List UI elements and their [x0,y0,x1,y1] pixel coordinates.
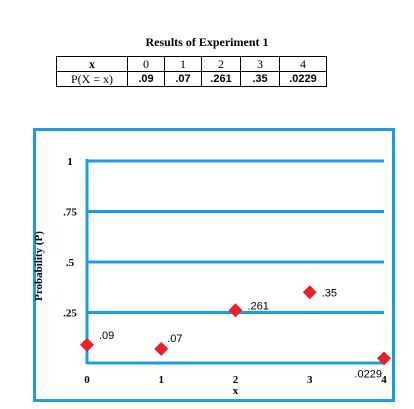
y-tick-label: .5 [66,257,75,269]
x-tick-label: 1 [159,374,165,386]
probability-row: P(X = x) .09 .07 .261 .35 .0229 [56,71,327,87]
data-point [228,303,243,318]
results-table: x 0 1 2 3 4 P(X = x) .09 .07 .261 .35 .0… [56,56,327,87]
data-point [154,341,169,356]
p-cell: .09 [127,71,165,87]
data-label: .09 [99,330,114,342]
p-cell: .0229 [279,71,327,87]
x-tick-label: 4 [381,374,387,386]
data-label: .35 [322,287,337,299]
y-axis-label: Probability (P) [33,231,45,301]
data-label: .07 [167,333,182,345]
y-tick-label: .25 [63,308,77,320]
data-labels: .09 .07 .261 .35 .0229 [99,287,382,380]
p-cell: .07 [164,71,202,87]
y-tick-label: 1 [67,156,73,168]
p-header: P(X = x) [56,71,128,87]
y-tick-label: .75 [63,207,77,219]
x-tick-label: 0 [84,374,90,386]
tick-labels: .25 .5 .75 1 0 1 2 3 4 [63,156,387,386]
data-point [377,351,391,366]
p-cell: .261 [201,71,241,87]
x-tick-label: 2 [233,374,239,386]
data-point [80,337,94,352]
table-title: Results of Experiment 1 [145,35,269,49]
axes [85,159,384,365]
x-tick-label: 3 [307,374,313,386]
grid-lines [87,159,384,314]
data-label: .0229 [354,368,382,380]
x-axis-label: x [233,385,239,397]
chart-frame [33,128,395,402]
data-points [80,285,391,366]
data-label: .261 [248,300,269,312]
data-point [302,285,317,300]
